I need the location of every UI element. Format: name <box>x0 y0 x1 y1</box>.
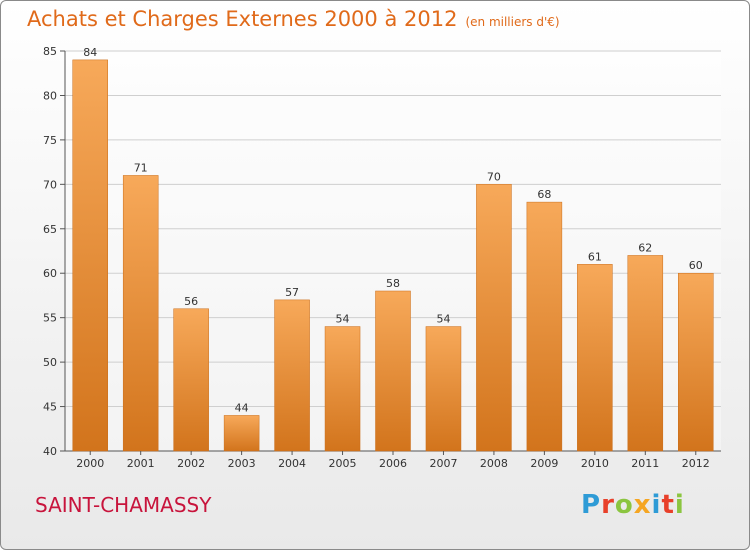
logo-letter: t <box>661 490 675 520</box>
y-tick-label: 40 <box>43 445 57 458</box>
logo-letter: i <box>651 490 662 520</box>
x-tick-label: 2003 <box>228 457 256 470</box>
bar-value-label: 54 <box>436 313 450 326</box>
bar <box>425 326 462 452</box>
logo-letter: i <box>674 490 685 520</box>
y-tick-label: 80 <box>43 89 57 102</box>
x-tick-label: 2005 <box>329 457 357 470</box>
bar <box>274 299 310 452</box>
y-tick-label: 50 <box>43 356 57 369</box>
x-tick-label: 2000 <box>76 457 104 470</box>
y-tick-label: 45 <box>43 401 57 414</box>
y-tick-label: 85 <box>43 45 57 58</box>
bar-value-label: 58 <box>386 277 400 290</box>
chart-title: Achats et Charges Externes 2000 à 2012 (e… <box>27 7 560 31</box>
x-tick-label: 2007 <box>429 457 457 470</box>
bar-value-label: 84 <box>83 46 97 59</box>
logo-letter: o <box>614 490 634 520</box>
bar <box>678 272 714 452</box>
y-tick-label: 75 <box>43 134 57 147</box>
y-tick-label: 60 <box>43 267 57 280</box>
bar <box>476 184 512 452</box>
x-tick-label: 2004 <box>278 457 306 470</box>
proxiti-logo: Proxiti <box>581 490 685 520</box>
bar <box>173 308 209 452</box>
bar <box>627 255 664 452</box>
x-tick-label: 2006 <box>379 457 407 470</box>
x-tick-label: 2008 <box>480 457 508 470</box>
x-tick-label: 2001 <box>127 457 155 470</box>
bar <box>122 175 159 452</box>
logo-letter: P <box>581 490 602 520</box>
title-text: Achats et Charges Externes 2000 à 2012 <box>27 7 458 31</box>
bar-value-label: 71 <box>134 161 148 174</box>
bar <box>223 415 260 452</box>
y-tick-label: 65 <box>43 223 57 236</box>
bar-value-label: 57 <box>285 286 299 299</box>
y-tick-label: 55 <box>43 312 57 325</box>
x-tick-label: 2002 <box>177 457 205 470</box>
bar-value-label: 60 <box>689 259 703 272</box>
title-unit: (en milliers d'€) <box>465 15 560 29</box>
bar <box>577 264 613 452</box>
y-tick-label: 70 <box>43 178 57 191</box>
x-tick-label: 2011 <box>631 457 659 470</box>
bar <box>526 201 563 452</box>
logo-letter: r <box>601 490 615 520</box>
x-tick-label: 2012 <box>682 457 710 470</box>
bar-value-label: 62 <box>638 241 652 254</box>
bar-value-label: 56 <box>184 295 198 308</box>
bar-value-label: 61 <box>588 250 602 263</box>
x-tick-label: 2009 <box>530 457 558 470</box>
logo-letter: x <box>633 490 652 520</box>
x-tick-label: 2010 <box>581 457 609 470</box>
bar-value-label: 70 <box>487 170 501 183</box>
bar-value-label: 68 <box>537 188 551 201</box>
commune-name: SAINT-CHAMASSY <box>35 493 212 517</box>
bar <box>72 59 108 452</box>
bar-value-label: 44 <box>235 401 249 414</box>
bar-value-label: 54 <box>336 313 350 326</box>
bar <box>324 326 361 452</box>
bar <box>375 290 411 452</box>
